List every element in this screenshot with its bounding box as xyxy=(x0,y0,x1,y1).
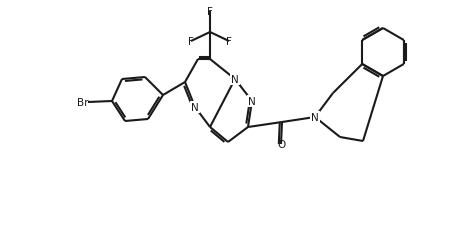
Text: F: F xyxy=(226,37,232,47)
Text: N: N xyxy=(231,75,239,85)
Text: N: N xyxy=(248,97,256,106)
Text: Br: Br xyxy=(77,98,88,108)
Text: F: F xyxy=(188,37,194,47)
Text: N: N xyxy=(311,112,319,123)
Text: O: O xyxy=(277,139,285,149)
Text: F: F xyxy=(207,7,213,17)
Text: N: N xyxy=(191,103,199,112)
